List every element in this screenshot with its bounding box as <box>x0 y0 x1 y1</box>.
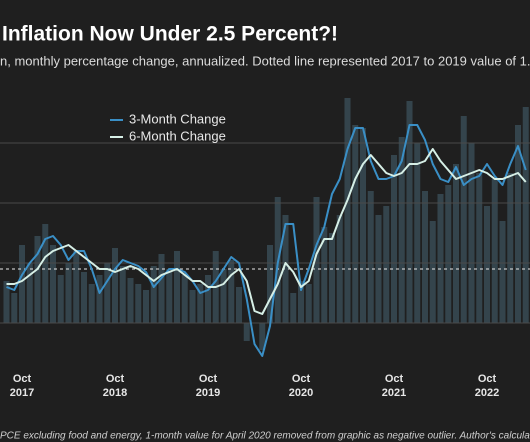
bar <box>468 143 475 323</box>
bar <box>367 191 374 323</box>
bar <box>11 293 18 323</box>
bar <box>267 245 273 323</box>
bar <box>96 275 103 323</box>
x-tick-label: Oct 2021 <box>381 373 407 399</box>
x-tick-label: Oct 2020 <box>288 373 314 399</box>
bar <box>398 137 405 323</box>
bar <box>243 323 250 341</box>
bar <box>460 116 467 323</box>
bar <box>88 284 95 323</box>
bar <box>189 290 196 323</box>
bar <box>135 284 142 323</box>
bar <box>445 185 452 323</box>
bar <box>484 206 490 323</box>
bar <box>305 284 312 323</box>
bar <box>57 275 64 323</box>
bar <box>104 263 111 323</box>
bar <box>383 206 390 323</box>
bar <box>491 179 498 323</box>
bar <box>150 266 157 323</box>
bar <box>391 155 397 323</box>
bar <box>290 293 297 323</box>
bar <box>360 128 366 323</box>
bar <box>19 245 25 323</box>
bar <box>3 281 10 323</box>
legend-label: 6-Month Change <box>129 128 226 143</box>
bar <box>65 263 72 323</box>
chart-subtitle: n, monthly percentage change, annualized… <box>0 53 530 68</box>
line <box>6 124 527 357</box>
bar <box>42 224 49 323</box>
bar <box>329 233 335 323</box>
bar <box>205 275 211 323</box>
bar <box>259 323 266 350</box>
bar <box>236 287 242 323</box>
bar <box>158 254 165 323</box>
bar <box>453 164 459 323</box>
bar <box>143 290 149 323</box>
bar <box>437 194 444 323</box>
bar <box>26 263 33 323</box>
bars <box>3 98 529 350</box>
bar <box>336 215 343 323</box>
footnote: PCE excluding food and energy, 1-month v… <box>0 431 530 442</box>
bar <box>499 221 506 323</box>
bar <box>522 107 529 323</box>
bar <box>50 245 56 323</box>
bar <box>174 251 180 323</box>
bar <box>181 275 188 323</box>
legend-label: 3-Month Change <box>129 111 226 126</box>
bar <box>282 215 289 323</box>
bar <box>81 272 87 323</box>
bar <box>73 251 80 323</box>
bar <box>220 269 227 323</box>
bar <box>197 284 204 323</box>
bar <box>414 143 421 323</box>
x-tick-label: Oct 2018 <box>102 373 128 399</box>
bar <box>166 269 173 323</box>
bar <box>119 266 126 323</box>
bar <box>34 236 41 323</box>
bar <box>406 101 413 323</box>
bar <box>321 227 328 323</box>
bar <box>112 248 118 323</box>
x-tick-label: Oct 2017 <box>9 373 35 399</box>
chart-title: Inflation Now Under 2.5 Percent?! <box>2 23 338 46</box>
bar <box>507 173 514 323</box>
bar <box>344 98 351 323</box>
x-tick-label: Oct 2019 <box>195 373 221 399</box>
line <box>6 148 527 315</box>
bar <box>127 278 134 323</box>
bar <box>422 191 428 323</box>
bar <box>352 125 359 323</box>
bar <box>298 281 304 323</box>
bar <box>515 125 521 323</box>
x-tick-label: Oct 2022 <box>474 373 500 399</box>
bar <box>228 260 235 323</box>
bar <box>476 173 483 323</box>
bar <box>429 221 436 323</box>
bar <box>313 197 320 323</box>
grid <box>0 142 530 324</box>
